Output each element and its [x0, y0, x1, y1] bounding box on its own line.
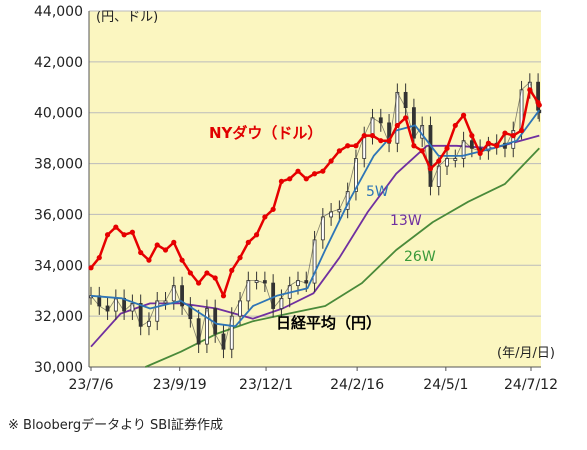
nydow-point: [129, 229, 135, 235]
nydow-label: NYダウ（ドル）: [209, 124, 322, 142]
nydow-point: [237, 255, 243, 261]
footnote: ※ Bloobergデータより SBI証券作成: [8, 418, 223, 433]
nydow-point: [394, 122, 400, 129]
nydow-point: [427, 166, 434, 172]
x-tick-label: 24/2/16: [330, 377, 384, 393]
x-tick-label: 24/7/12: [504, 377, 558, 393]
y-tick-label: 34,000: [34, 258, 83, 274]
nydow-point: [229, 267, 235, 273]
y-tick-label: 42,000: [34, 55, 83, 71]
nydow-point: [361, 133, 367, 139]
nydow-point: [270, 206, 276, 212]
x-tick-labels: 23/7/6 23/9/19 23/12/1 24/2/16 24/5/1 24/7/12: [68, 367, 558, 393]
x-tick-label: 24/5/1: [423, 377, 468, 393]
nikkei-candles: [89, 73, 542, 359]
ma5w-line: [90, 109, 541, 328]
nydow-point: [204, 270, 210, 276]
nydow-point: [179, 257, 185, 263]
nydow-point: [436, 158, 442, 164]
nydow-point: [477, 150, 483, 156]
nydow-point: [328, 158, 334, 164]
ma13w-label: 13W: [390, 213, 422, 229]
y-tick-label: 32,000: [34, 309, 83, 325]
nydow-point: [303, 176, 309, 182]
nydow-point: [494, 143, 500, 149]
nydow-point: [444, 145, 450, 151]
nydow-point: [419, 148, 425, 154]
nydow-point: [320, 168, 326, 174]
y-tick-label: 38,000: [34, 157, 83, 173]
nydow-point: [411, 143, 417, 149]
x-unit-label: (年/月/日): [497, 346, 555, 361]
nydow-point: [253, 232, 260, 238]
nydow-point: [187, 270, 193, 276]
nydow-point: [220, 293, 227, 299]
ma26w-line: [145, 147, 540, 368]
y-tick-label: 30,000: [34, 360, 83, 376]
nydow-point: [311, 171, 318, 177]
nydow-point: [245, 239, 251, 245]
y-tick-label: 44,000: [34, 4, 83, 20]
y-tick-label: 40,000: [34, 106, 83, 122]
nydow-point: [278, 178, 285, 184]
nydow-point: [295, 168, 301, 174]
nikkei-label: 日経平均（円）: [276, 314, 381, 332]
nydow-point: [154, 242, 160, 248]
nydow-point: [287, 176, 293, 182]
nydow-point: [386, 138, 392, 144]
nydow-point: [378, 138, 384, 144]
x-tick-label: 23/7/6: [68, 377, 113, 393]
nydow-point: [88, 265, 94, 271]
nydow-point: [502, 130, 508, 136]
nydow-point: [104, 232, 111, 238]
nikkei-close-line: [90, 81, 540, 351]
nydow-point: [536, 102, 542, 108]
nydow-point: [212, 275, 218, 281]
nydow-point: [96, 255, 102, 261]
nydow-point: [510, 133, 516, 139]
nydow-point: [485, 140, 492, 146]
x-tick-label: 23/12/1: [239, 377, 293, 393]
chart-svg: 30,000 32,000 34,000 36,000 38,000 40,000 42,0…: [34, 4, 558, 393]
nydow-point: [138, 249, 144, 256]
nydow-point: [403, 115, 409, 121]
nydow-point: [146, 257, 152, 263]
nydow-point: [262, 214, 268, 220]
nydow-point: [345, 143, 351, 149]
ma5w-label: 5W: [366, 184, 389, 200]
y-unit-label: (円、ドル): [96, 10, 158, 25]
y-tick-labels: 30,000 32,000 34,000 36,000 38,000 40,000 42,0…: [34, 4, 83, 376]
nydow-point: [353, 143, 359, 149]
nydow-point: [518, 127, 525, 134]
y-tick-label: 36,000: [34, 207, 83, 223]
nydow-point: [369, 133, 376, 139]
nydow-point: [336, 148, 342, 154]
nydow-point: [171, 239, 177, 245]
ma26w-label: 26W: [404, 249, 436, 265]
nydow-point: [196, 280, 202, 286]
x-tick-label: 23/9/19: [153, 377, 207, 393]
nydow-point: [452, 122, 458, 129]
nydow-point: [527, 87, 533, 93]
nydow-point: [469, 133, 475, 139]
nydow-point: [113, 224, 119, 230]
nydow-point: [162, 247, 169, 253]
series-layer: [88, 73, 542, 368]
nydow-point: [121, 232, 127, 238]
nydow-point: [460, 112, 467, 118]
